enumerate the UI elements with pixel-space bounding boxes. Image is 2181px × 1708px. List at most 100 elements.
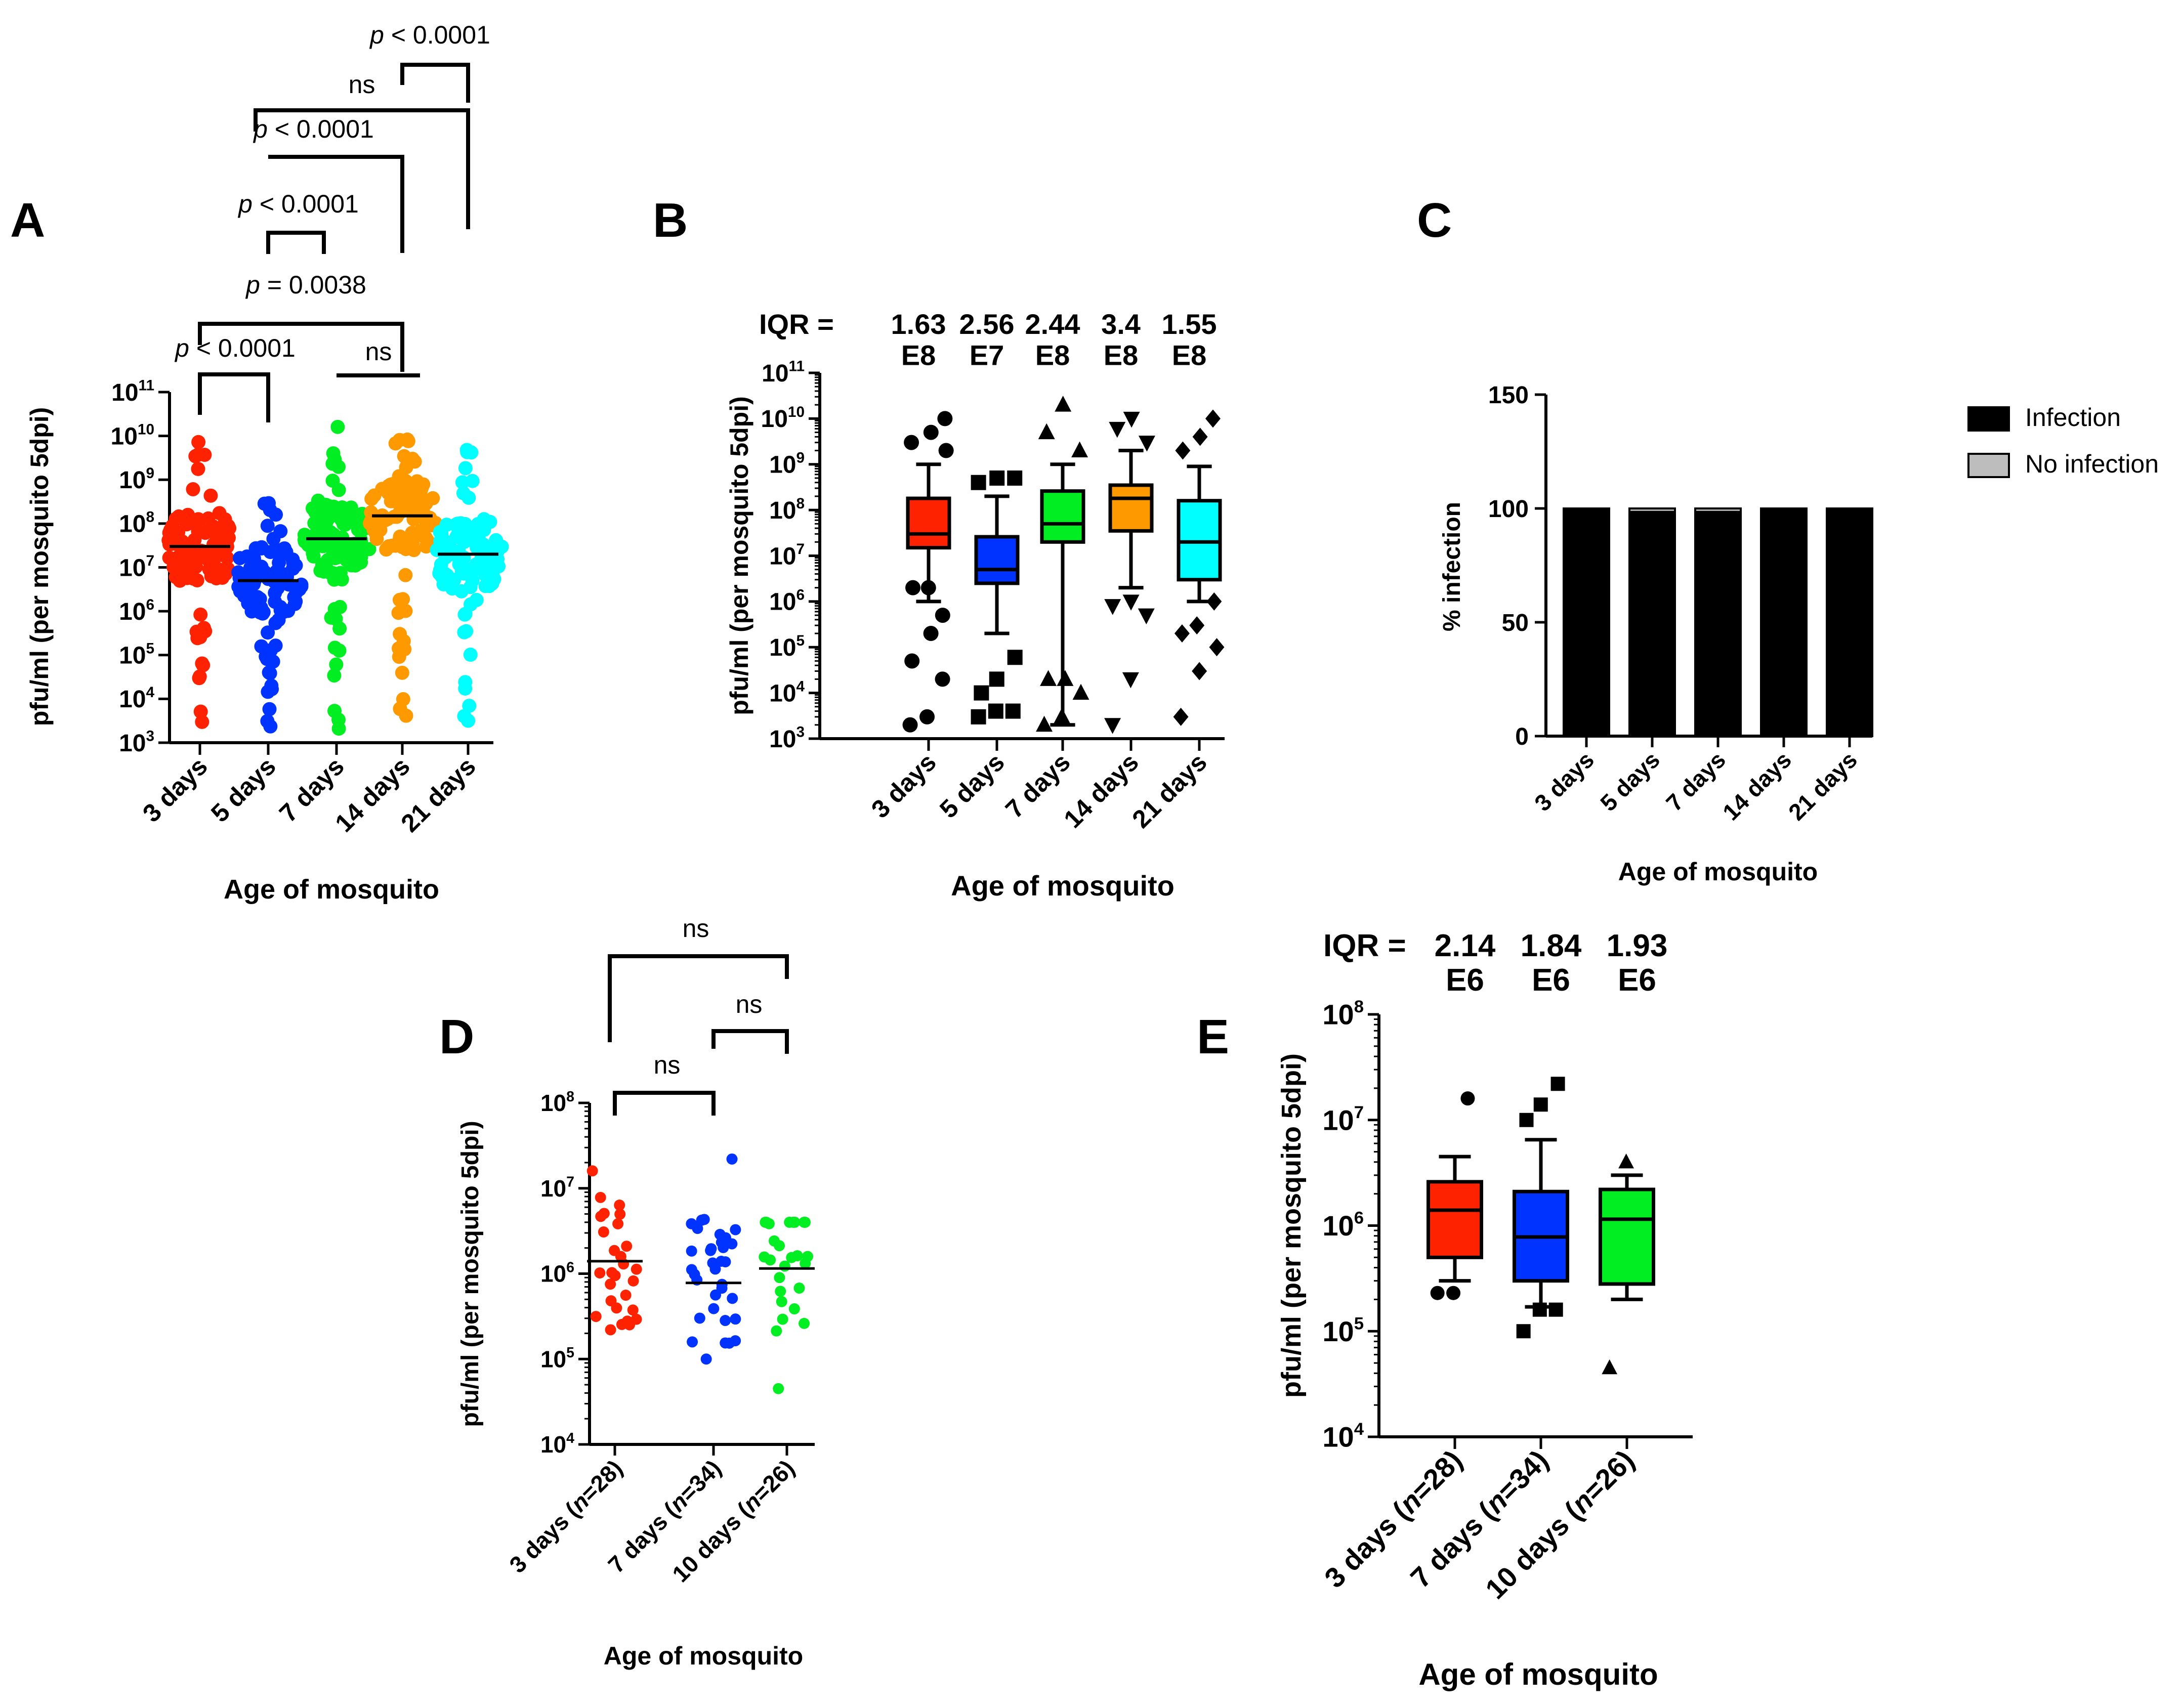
data-point <box>264 678 279 693</box>
y-tick-label: 103 <box>769 724 805 753</box>
data-point <box>246 554 261 569</box>
panel-label-a: A <box>10 193 45 247</box>
data-point <box>453 516 468 531</box>
outlier-point <box>1122 594 1140 611</box>
data-point <box>598 1226 609 1238</box>
outlier-point <box>923 424 939 440</box>
data-point <box>273 524 288 539</box>
data-point <box>220 550 234 565</box>
data-point <box>385 538 399 553</box>
data-point <box>315 510 329 525</box>
data-point <box>705 1243 717 1255</box>
y-tick-label: 108 <box>1322 997 1364 1031</box>
y-axis-title: % infection <box>1439 502 1465 631</box>
data-point <box>720 1315 731 1327</box>
legend-label-no-infection: No infection <box>2025 450 2159 478</box>
data-point <box>254 600 268 615</box>
iqr-exponent: E6 <box>1446 963 1484 998</box>
data-point <box>590 1311 602 1322</box>
data-point <box>262 702 277 716</box>
panel-label-d: D <box>439 1010 474 1064</box>
y-tick-label: 104 <box>540 1430 574 1458</box>
significance-bracket <box>711 1029 789 1054</box>
significance-label: p < 0.0001 <box>237 190 359 218</box>
data-point <box>458 681 473 696</box>
data-point <box>402 538 416 553</box>
x-tick-label: 5 days <box>1595 746 1665 816</box>
data-point <box>612 1218 624 1229</box>
data-point <box>774 1272 785 1284</box>
data-point <box>199 513 214 527</box>
data-point <box>340 553 354 568</box>
outlier-point <box>989 671 1004 687</box>
outlier-point <box>1071 441 1088 458</box>
data-point <box>761 1216 772 1228</box>
outlier-point <box>935 671 950 687</box>
data-point <box>444 577 459 591</box>
y-tick-label: 103 <box>119 728 154 757</box>
outlier-point <box>923 626 939 642</box>
data-point <box>325 456 340 471</box>
outlier-point <box>1138 436 1155 452</box>
y-tick-label: 108 <box>540 1089 574 1116</box>
outlier-point <box>1123 411 1140 428</box>
bar-infection <box>1760 507 1808 737</box>
y-tick-label: 107 <box>769 541 805 570</box>
data-point <box>395 665 409 680</box>
panel-a-scatter: pfu/ml (per mosquito 5dpi) 103 104 105 106 10… <box>25 21 509 905</box>
data-point <box>598 1208 610 1219</box>
outlier-point <box>974 685 989 701</box>
y-tick-label: 107 <box>119 552 154 581</box>
x-axis-title: Age of mosquito <box>1418 1657 1658 1691</box>
outlier-point <box>919 709 935 724</box>
x-tick-label: 14 days <box>1058 748 1144 833</box>
data-point <box>483 576 497 590</box>
outlier-point <box>989 470 1005 486</box>
y-tick-label: 50 <box>1502 610 1529 636</box>
data-point <box>197 448 212 462</box>
y-tick-label: 107 <box>1322 1103 1364 1136</box>
outlier-point <box>1533 1097 1548 1112</box>
data-point <box>398 604 413 618</box>
data-point <box>420 533 435 548</box>
data-point <box>774 1240 785 1252</box>
outlier-point <box>905 580 921 595</box>
data-point <box>686 1264 697 1275</box>
data-point <box>205 569 220 583</box>
outlier-point <box>1138 608 1155 625</box>
significance-label: ns <box>736 990 763 1018</box>
data-point <box>305 501 320 516</box>
data-point <box>316 539 330 553</box>
data-point <box>407 454 422 469</box>
significance-bracket <box>254 108 470 229</box>
iqr-exponent: E8 <box>1172 339 1207 371</box>
significance-bracket <box>266 231 326 254</box>
data-point <box>180 571 194 585</box>
data-point <box>329 657 344 672</box>
data-point <box>285 552 300 567</box>
data-point <box>464 445 479 460</box>
data-point <box>730 1313 741 1325</box>
data-point <box>727 1293 738 1304</box>
data-point <box>254 541 269 556</box>
outlier-point <box>904 653 920 669</box>
data-point <box>687 1336 698 1348</box>
panel-d-scatter: pfu/ml (per mosquito 5dpi) 104 105 106 107 10… <box>457 914 815 1670</box>
iqr-value: 2.14 <box>1435 928 1496 963</box>
significance-label: p < 0.0001 <box>253 115 374 143</box>
data-point <box>192 669 207 684</box>
data-point <box>408 493 423 507</box>
data-point <box>193 704 208 719</box>
data-point <box>456 486 471 500</box>
significance-bracket <box>400 63 470 103</box>
outlier-point <box>1055 396 1072 412</box>
outlier-point <box>902 717 918 733</box>
data-point <box>775 1286 786 1297</box>
bar-infection <box>1826 507 1873 737</box>
data-point <box>268 638 283 653</box>
outlier-point <box>1104 599 1121 615</box>
data-point <box>605 1324 616 1336</box>
data-point <box>709 1289 721 1301</box>
x-axis-title: Age of mosquito <box>224 874 439 905</box>
iqr-exponent: E8 <box>1104 339 1139 371</box>
